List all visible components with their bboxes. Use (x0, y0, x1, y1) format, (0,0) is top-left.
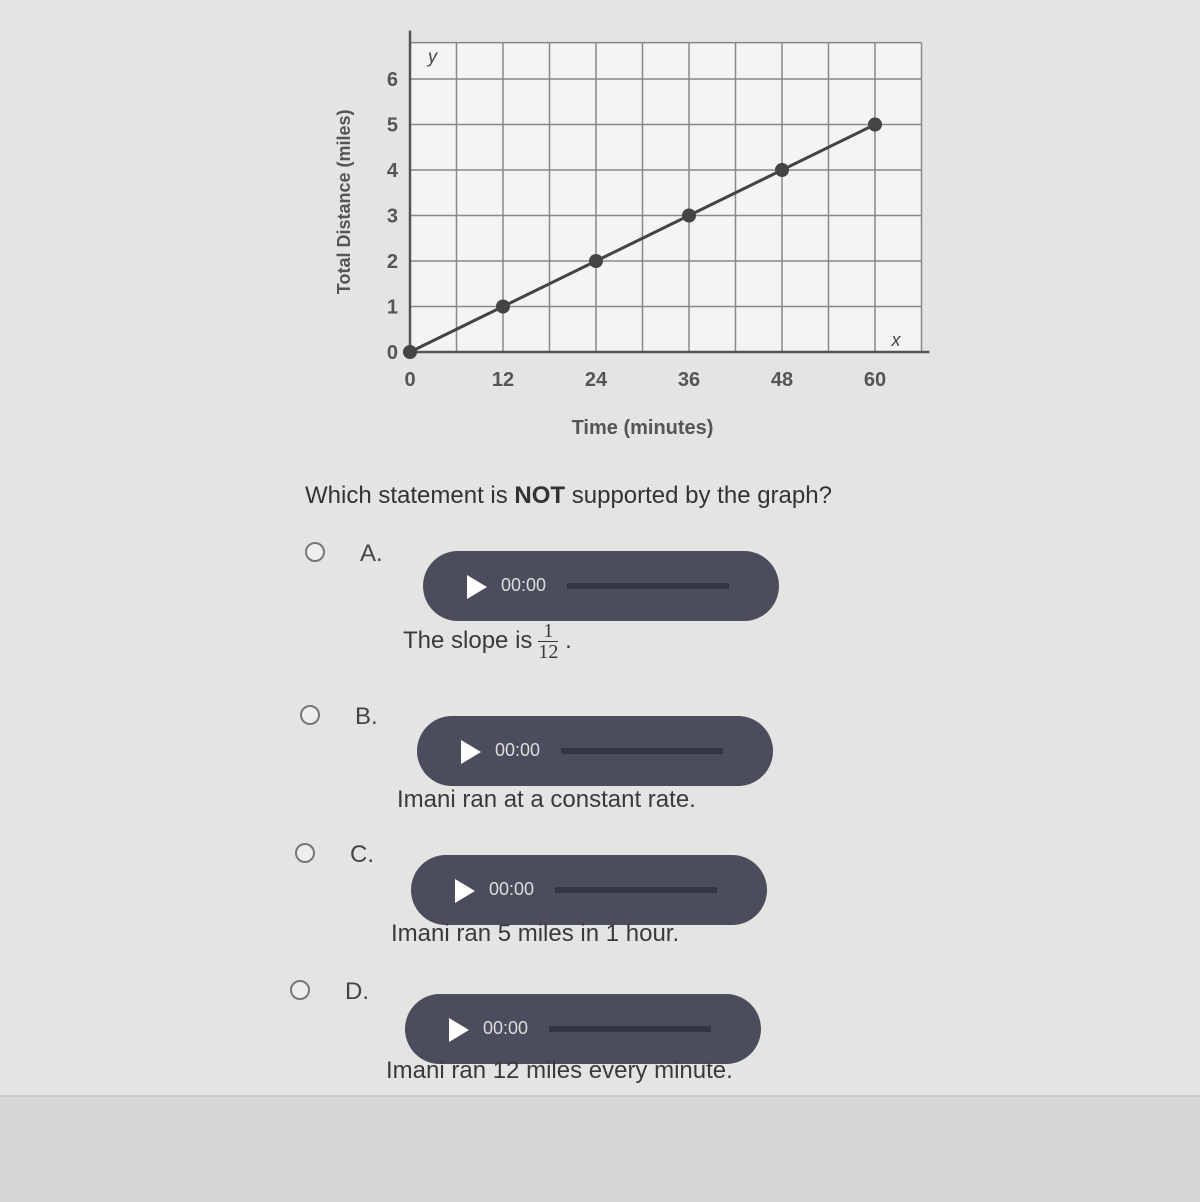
x-tick-label: 36 (678, 369, 700, 391)
radio-a[interactable] (305, 542, 325, 562)
option-letter: A. (360, 540, 383, 567)
x-axis-label: Time (minutes) (572, 417, 714, 439)
option-letter: B. (355, 703, 378, 730)
audio-time: 00:00 (495, 740, 541, 760)
x-tick-label: 0 (404, 369, 415, 391)
y-axis-letter: y (426, 47, 438, 67)
data-line (409, 123, 876, 354)
audio-progress-track[interactable] (567, 583, 729, 589)
option-text: Imani ran at a constant rate. (397, 786, 696, 813)
y-tick-label: 5 (387, 115, 398, 137)
y-axis-label: Total Distance (miles) (334, 109, 354, 294)
data-point (775, 163, 789, 177)
fraction: 1 12 (538, 620, 559, 663)
option-letter: D. (345, 978, 369, 1005)
x-tick-label: 60 (864, 369, 886, 391)
play-icon[interactable] (449, 1018, 469, 1042)
radio-d[interactable] (290, 980, 310, 1000)
data-point (496, 299, 510, 314)
data-point (682, 208, 696, 223)
audio-time: 00:00 (489, 879, 535, 899)
y-tick-label: 3 (387, 206, 398, 228)
audio-player[interactable]: 00:00 (405, 994, 761, 1064)
radio-b[interactable] (300, 705, 320, 725)
data-point (403, 345, 417, 359)
y-tick-label: 1 (387, 297, 398, 319)
play-icon[interactable] (455, 879, 475, 903)
data-point (589, 254, 603, 268)
radio-c[interactable] (295, 843, 315, 863)
audio-time: 00:00 (483, 1018, 529, 1038)
question-text: Which statement is NOT supported by the … (305, 482, 832, 509)
y-tick-label: 6 (387, 69, 398, 91)
audio-progress-track[interactable] (549, 1026, 711, 1032)
option-text: The slope is 1 12 . (403, 620, 572, 663)
option-text: Imani ran 5 miles in 1 hour. (391, 920, 680, 947)
x-axis-letter: x (891, 330, 902, 350)
option-letter: C. (350, 841, 374, 868)
plot-area (410, 42, 922, 352)
audio-progress-track[interactable] (561, 748, 723, 754)
x-tick-label: 12 (492, 369, 514, 391)
audio-progress-track[interactable] (555, 887, 717, 893)
x-tick-label: 48 (771, 369, 793, 391)
audio-player[interactable]: 00:00 (411, 855, 767, 925)
audio-time: 00:00 (501, 575, 547, 595)
play-icon[interactable] (467, 575, 487, 599)
audio-player[interactable]: 00:00 (423, 551, 779, 621)
play-icon[interactable] (461, 740, 481, 764)
option-text: Imani ran 12 miles every minute. (386, 1057, 733, 1084)
y-tick-label: 0 (387, 342, 398, 364)
y-tick-label: 2 (387, 251, 398, 273)
audio-player[interactable]: 00:00 (417, 716, 773, 786)
footer-area (0, 1095, 1200, 1202)
data-point (868, 117, 882, 132)
x-tick-label: 24 (585, 369, 608, 391)
y-tick-label: 4 (387, 160, 399, 182)
